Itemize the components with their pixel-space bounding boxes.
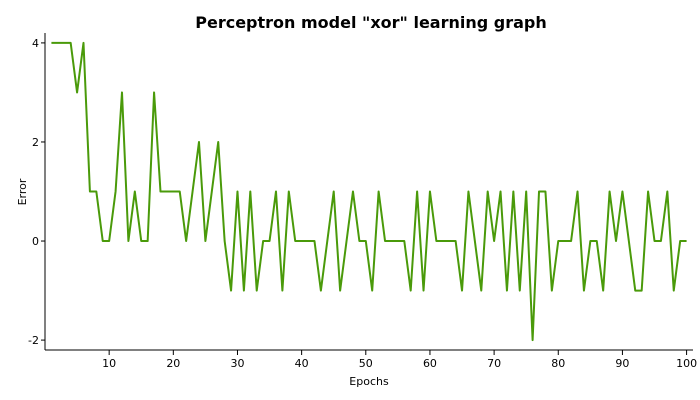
x-tick-label: 60: [423, 357, 437, 370]
x-tick-label: 100: [676, 357, 697, 370]
x-tick-label: 40: [295, 357, 309, 370]
y-axis-label: Error: [16, 178, 29, 205]
x-tick-label: 50: [359, 357, 373, 370]
y-tick-label: 4: [32, 37, 39, 50]
x-tick-label: 10: [102, 357, 116, 370]
x-tick-label: 80: [551, 357, 565, 370]
chart-title: Perceptron model "xor" learning graph: [195, 13, 547, 32]
x-tick-label: 70: [487, 357, 501, 370]
x-tick-label: 30: [230, 357, 244, 370]
y-tick-label: 0: [32, 235, 39, 248]
data-line: [51, 41, 687, 342]
y-tick-label: 2: [32, 136, 39, 149]
x-tick-label: 20: [166, 357, 180, 370]
x-axis-label: Epochs: [349, 375, 389, 388]
x-tick-label: 90: [615, 357, 629, 370]
y-tick-label: -2: [28, 334, 39, 347]
